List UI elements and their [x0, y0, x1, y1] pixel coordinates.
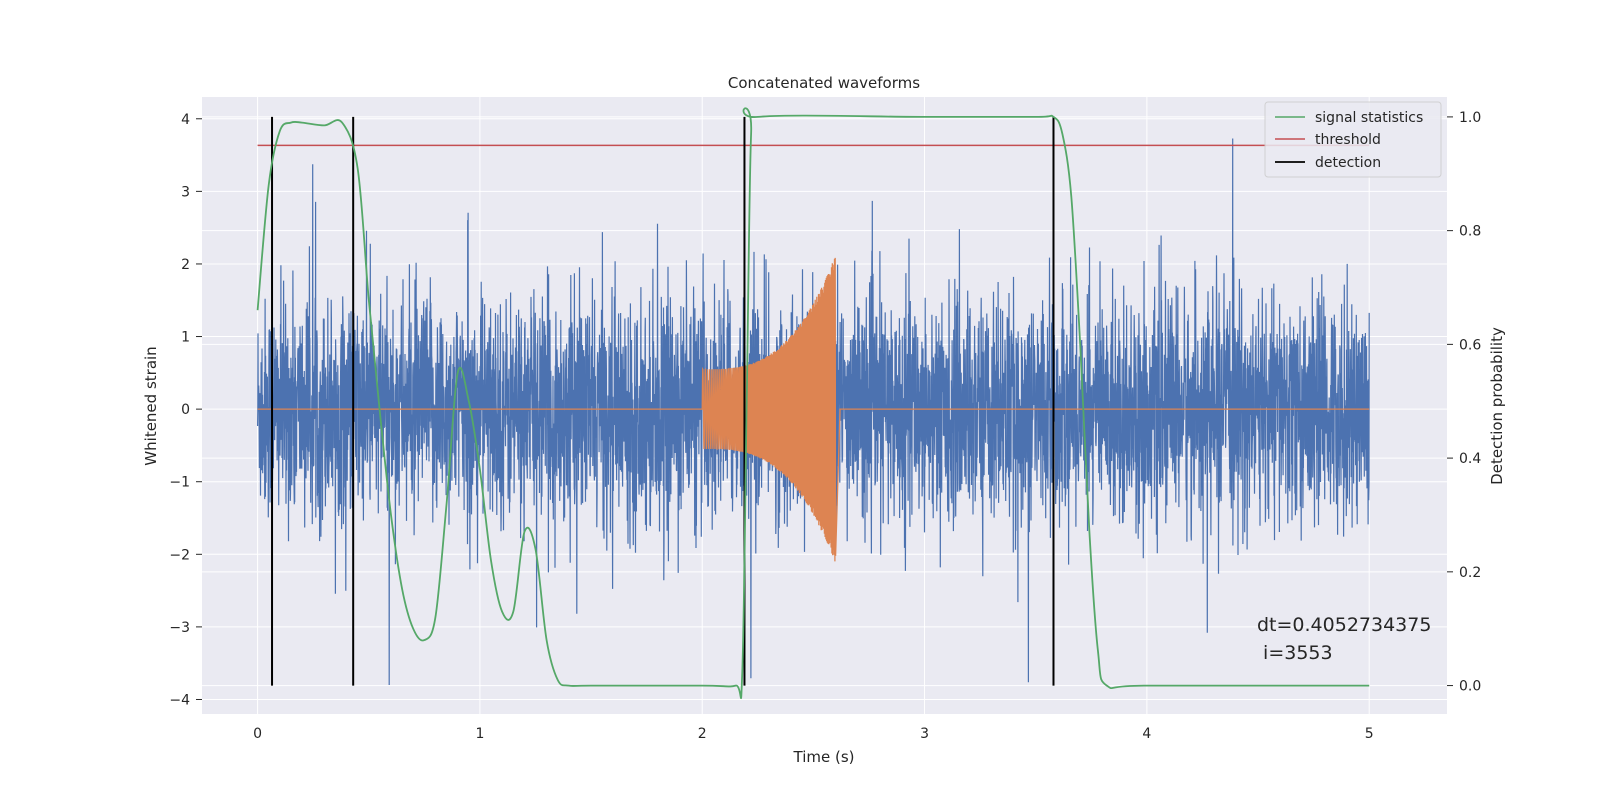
signal-statistics-line: [256, 107, 1370, 700]
tick-labels: 0 1 2 3 4 5 −4 −3 −2 −1 0 1 2 3 4 0.0 0.2 0.4 0.6 0.8 1.0: [169, 110, 1481, 742]
legend-label-detection: detection: [1315, 155, 1381, 171]
y-tick-label: 2: [181, 257, 190, 273]
y-tick-label: −4: [169, 692, 190, 708]
chart-title: Concatenated waveforms: [728, 74, 920, 92]
y-tick-label: −2: [169, 547, 190, 563]
series-detection: [271, 116, 1055, 686]
x-tick-label: 0: [253, 726, 262, 742]
annotation-dt: dt=0.4052734375: [1257, 614, 1431, 636]
y2-tick-label: 0.0: [1459, 679, 1481, 695]
x-tick-label: 3: [920, 726, 929, 742]
y-tick-label: 0: [181, 402, 190, 418]
y2-tick-label: 0.6: [1459, 337, 1481, 353]
y2-tick-label: 0.4: [1459, 451, 1481, 467]
y2-axis-label: Detection probability: [1488, 327, 1506, 485]
series-injection: [257, 257, 1370, 562]
y-tick-label: 1: [181, 330, 190, 346]
y-tick-label: 3: [181, 184, 190, 200]
x-tick-label: 1: [475, 726, 484, 742]
x-tick-label: 5: [1365, 726, 1374, 742]
series-signal-statistics: [256, 107, 1370, 700]
x-axis-label: Time (s): [793, 748, 855, 766]
y-axis-label: Whitened strain: [142, 346, 160, 465]
y-tick-label: 4: [181, 112, 190, 128]
legend-label-threshold: threshold: [1315, 132, 1381, 148]
x-tick-label: 4: [1142, 726, 1151, 742]
y2-tick-label: 0.2: [1459, 565, 1481, 581]
y-tick-label: −3: [169, 620, 190, 636]
injection-line: [257, 257, 1370, 562]
legend-label-signal-statistics: signal statistics: [1315, 110, 1423, 126]
y2-tick-label: 0.8: [1459, 224, 1481, 240]
annotation-i: i=3553: [1257, 642, 1333, 664]
y2-tick-label: 1.0: [1459, 110, 1481, 126]
y-tick-label: −1: [169, 475, 190, 491]
x-tick-label: 2: [698, 726, 707, 742]
legend-box: [1264, 101, 1442, 178]
legend: signal statistics threshold detection: [1264, 101, 1442, 178]
